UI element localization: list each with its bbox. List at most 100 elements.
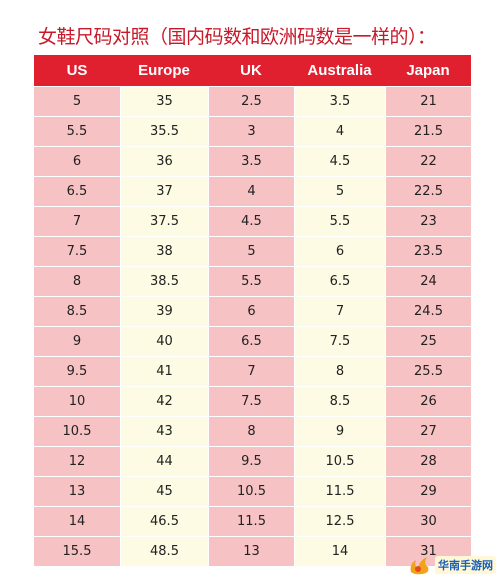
cell-australia: 3.5 (294, 86, 385, 116)
cell-australia: 6.5 (294, 266, 385, 296)
watermark: 华南手游网 (408, 554, 496, 576)
cell-europe: 44 (120, 446, 208, 476)
cell-japan: 24.5 (385, 296, 471, 326)
cell-europe: 40 (120, 326, 208, 356)
cell-australia: 10.5 (294, 446, 385, 476)
cell-us: 7.5 (34, 236, 120, 266)
cell-us: 8 (34, 266, 120, 296)
cell-europe: 37.5 (120, 206, 208, 236)
cell-europe: 37 (120, 176, 208, 206)
cell-uk: 9.5 (208, 446, 294, 476)
cell-europe: 38 (120, 236, 208, 266)
cell-uk: 5.5 (208, 266, 294, 296)
cell-australia: 7 (294, 296, 385, 326)
cell-australia: 8 (294, 356, 385, 386)
table-row: 13 45 10.5 11.5 29 (34, 476, 471, 506)
cell-japan: 30 (385, 506, 471, 536)
cell-us: 9.5 (34, 356, 120, 386)
cell-europe: 35 (120, 86, 208, 116)
cell-europe: 41 (120, 356, 208, 386)
cell-us: 7 (34, 206, 120, 236)
cell-australia: 7.5 (294, 326, 385, 356)
cell-uk: 4 (208, 176, 294, 206)
page-title: 女鞋尺码对照（国内码数和欧洲码数是一样的）： (38, 22, 478, 52)
cell-europe: 36 (120, 146, 208, 176)
cell-uk: 3.5 (208, 146, 294, 176)
cell-japan: 27 (385, 416, 471, 446)
cell-europe: 39 (120, 296, 208, 326)
table-row: 8 38.5 5.5 6.5 24 (34, 266, 471, 296)
watermark-logo-icon (408, 554, 432, 576)
table-header-row: US Europe UK Australia Japan (34, 55, 471, 86)
column-header-us: US (34, 55, 120, 86)
cell-australia: 12.5 (294, 506, 385, 536)
cell-europe: 42 (120, 386, 208, 416)
cell-europe: 45 (120, 476, 208, 506)
cell-europe: 43 (120, 416, 208, 446)
table-row: 9 40 6.5 7.5 25 (34, 326, 471, 356)
table-row: 5 35 2.5 3.5 21 (34, 86, 471, 116)
cell-uk: 13 (208, 536, 294, 566)
column-header-uk: UK (208, 55, 294, 86)
cell-japan: 24 (385, 266, 471, 296)
cell-australia: 4.5 (294, 146, 385, 176)
cell-us: 5.5 (34, 116, 120, 146)
cell-australia: 11.5 (294, 476, 385, 506)
cell-us: 8.5 (34, 296, 120, 326)
cell-europe: 46.5 (120, 506, 208, 536)
cell-uk: 2.5 (208, 86, 294, 116)
cell-uk: 7.5 (208, 386, 294, 416)
cell-uk: 4.5 (208, 206, 294, 236)
table-row: 9.5 41 7 8 25.5 (34, 356, 471, 386)
cell-japan: 23.5 (385, 236, 471, 266)
cell-us: 9 (34, 326, 120, 356)
cell-uk: 10.5 (208, 476, 294, 506)
cell-us: 13 (34, 476, 120, 506)
table-row: 14 46.5 11.5 12.5 30 (34, 506, 471, 536)
table-row: 6.5 37 4 5 22.5 (34, 176, 471, 206)
cell-uk: 8 (208, 416, 294, 446)
cell-australia: 6 (294, 236, 385, 266)
watermark-text: 华南手游网 (435, 556, 496, 574)
cell-uk: 3 (208, 116, 294, 146)
cell-japan: 22.5 (385, 176, 471, 206)
cell-uk: 7 (208, 356, 294, 386)
table-row: 8.5 39 6 7 24.5 (34, 296, 471, 326)
cell-us: 10 (34, 386, 120, 416)
cell-japan: 25.5 (385, 356, 471, 386)
cell-australia: 5 (294, 176, 385, 206)
cell-us: 12 (34, 446, 120, 476)
cell-europe: 35.5 (120, 116, 208, 146)
cell-us: 10.5 (34, 416, 120, 446)
table-row: 7 37.5 4.5 5.5 23 (34, 206, 471, 236)
column-header-australia: Australia (294, 55, 385, 86)
cell-japan: 22 (385, 146, 471, 176)
cell-japan: 29 (385, 476, 471, 506)
cell-japan: 21.5 (385, 116, 471, 146)
cell-uk: 11.5 (208, 506, 294, 536)
cell-australia: 5.5 (294, 206, 385, 236)
cell-us: 5 (34, 86, 120, 116)
cell-uk: 6.5 (208, 326, 294, 356)
cell-us: 15.5 (34, 536, 120, 566)
cell-us: 6.5 (34, 176, 120, 206)
cell-uk: 6 (208, 296, 294, 326)
cell-europe: 38.5 (120, 266, 208, 296)
cell-uk: 5 (208, 236, 294, 266)
table-row: 10.5 43 8 9 27 (34, 416, 471, 446)
cell-australia: 8.5 (294, 386, 385, 416)
cell-australia: 9 (294, 416, 385, 446)
cell-japan: 28 (385, 446, 471, 476)
table-row: 7.5 38 5 6 23.5 (34, 236, 471, 266)
table-row: 5.5 35.5 3 4 21.5 (34, 116, 471, 146)
cell-japan: 23 (385, 206, 471, 236)
cell-us: 6 (34, 146, 120, 176)
table-body: 5 35 2.5 3.5 21 5.5 35.5 3 4 21.5 6 36 3.5 4.5 22 6.5 37… (34, 86, 471, 566)
shoe-size-table: US Europe UK Australia Japan 5 35 2.5 3.5 21… (34, 55, 471, 566)
cell-australia: 4 (294, 116, 385, 146)
column-header-japan: Japan (385, 55, 471, 86)
cell-australia: 14 (294, 536, 385, 566)
table-row: 10 42 7.5 8.5 26 (34, 386, 471, 416)
cell-us: 14 (34, 506, 120, 536)
table-row: 15.5 48.5 13 14 31 (34, 536, 471, 566)
